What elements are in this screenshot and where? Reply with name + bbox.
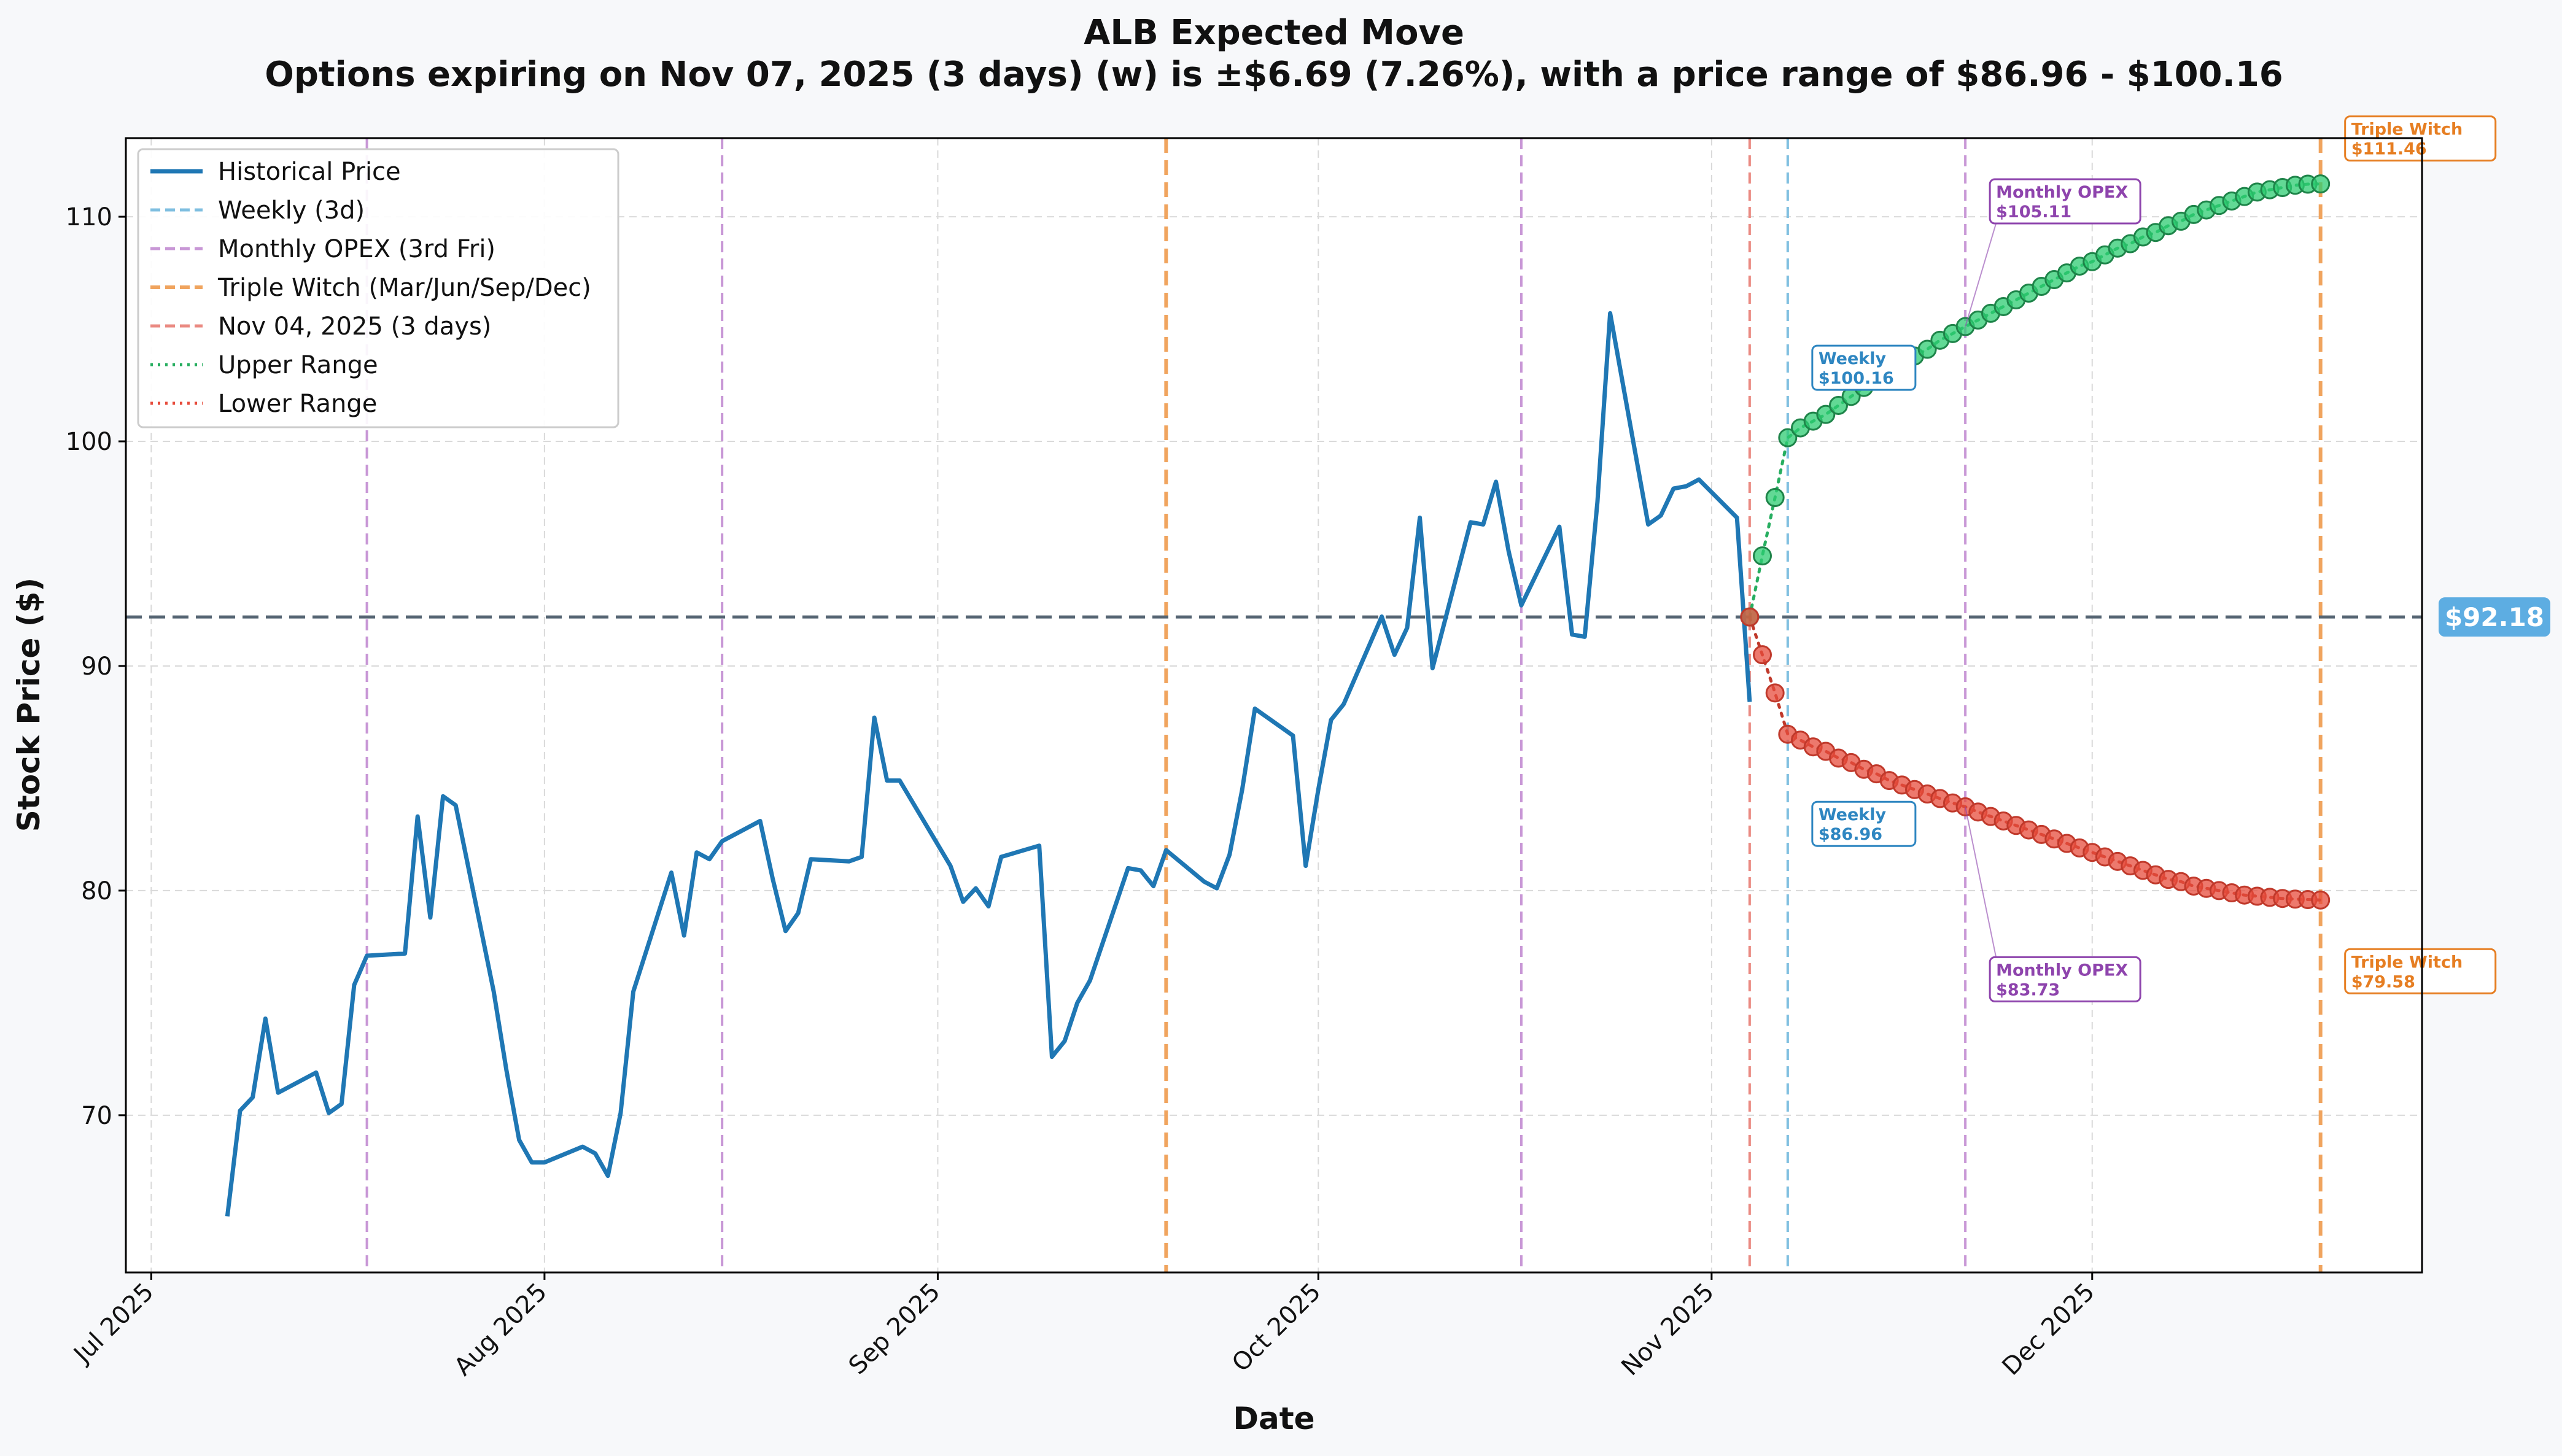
upper-range-point [1778,428,1798,447]
current-price-badge-text: $92.18 [2445,602,2544,632]
y-tick-label: 110 [66,203,112,231]
legend-box [137,148,619,428]
annotation-title: Triple Witch [2351,953,2463,972]
annotation-title: Triple Witch [2351,120,2463,139]
upper-range-point [1753,546,1772,566]
upper-range-point [2311,174,2331,194]
upper-range-point [1829,395,1849,415]
annotation-title: Monthly OPEX [1996,961,2128,980]
y-tick-label: 90 [81,652,112,681]
upper-range-point [1816,405,1836,424]
y-axis-label: Stock Price ($) [11,578,47,832]
lower-range-point [1765,683,1785,703]
lower-range-point [1753,645,1772,665]
legend-label: Lower Range [218,390,377,418]
upper-range-point [1917,339,1937,359]
annotation-box [2344,948,2497,994]
annotation-value: $83.73 [1996,980,2060,999]
current-price-badge: $92.18 [2439,597,2550,637]
legend-label: Historical Price [218,158,401,186]
annotation-box [1811,344,1917,391]
annotation-value: $79.58 [2351,972,2415,991]
legend-label: Nov 04, 2025 (3 days) [218,312,491,341]
upper-range-point [1765,488,1785,508]
historical-price-line [225,311,1752,1217]
markers-group [1740,174,2331,910]
annotation-value: $86.96 [1819,825,1882,844]
y-tick-label: 80 [81,877,112,905]
annotation-box [1989,178,2141,225]
legend: Historical Price Weekly (3d) Monthly OPEX … [137,148,619,428]
legend-label: Upper Range [218,351,378,379]
current-price-badge-bg [2439,597,2550,637]
annotation-title: Monthly OPEX [1996,183,2128,202]
legend-label: Triple Witch (Mar/Jun/Sep/Dec) [217,274,591,302]
annotation-leader [1965,807,1997,958]
y-tick-label: 70 [81,1102,112,1130]
x-axis-label: Date [1233,1401,1314,1436]
annotation-value: $100.16 [1819,369,1894,388]
annotation-title: Weekly [1819,349,1887,368]
annotation-box [1811,800,1917,847]
lower-range-point [1740,607,1760,627]
y-tick-label: 100 [66,428,112,456]
legend-label: Weekly (3d) [218,196,365,225]
annotation-value: $105.11 [1996,203,2071,222]
lower-range-point [2311,890,2331,910]
annotation-box [1989,956,2141,1002]
chart-title: ALB Expected Move [1084,13,1464,53]
plot-frame [125,137,2423,1274]
annotation-leader [1965,223,1997,327]
annotation-value: $111.46 [2351,140,2427,159]
annotation-title: Weekly [1819,805,1887,824]
chart-subtitle: Options expiring on Nov 07, 2025 (3 days… [265,55,2283,95]
legend-label: Monthly OPEX (3rd Fri) [218,235,495,263]
